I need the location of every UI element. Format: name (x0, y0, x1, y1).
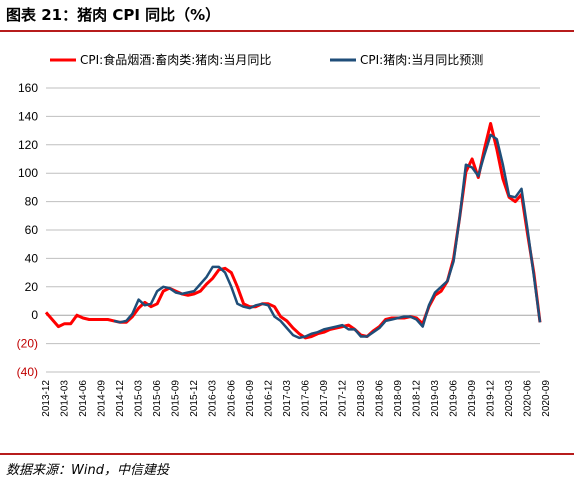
x-tick-label: 2016-12 (263, 380, 274, 417)
y-tick-label: 140 (18, 109, 38, 123)
x-tick-label: 2019-06 (449, 380, 460, 417)
legend-label-actual: CPI:食品烟酒:畜肉类:猪肉:当月同比 (80, 52, 271, 67)
y-tick-label: 120 (18, 138, 38, 152)
x-tick-label: 2017-06 (300, 380, 311, 417)
source-rule (0, 453, 574, 455)
x-tick-label: 2016-03 (208, 380, 219, 417)
x-tick-label: 2019-12 (486, 380, 497, 417)
figure-title: 图表 21：猪肉 CPI 同比（%） (6, 6, 221, 24)
y-tick-label: 100 (18, 166, 38, 180)
x-tick-label: 2014-06 (78, 380, 89, 417)
y-tick-label: 80 (25, 195, 39, 209)
title-rule (0, 30, 574, 32)
y-tick-label: (20) (17, 337, 38, 351)
series-lines (44, 122, 542, 340)
gridlines (46, 87, 540, 373)
x-tick-label: 2015-12 (189, 380, 200, 417)
line-chart: CPI:食品烟酒:畜肉类:猪肉:当月同比 CPI:猪肉:当月同比预测 160 14… (17, 52, 553, 417)
legend-label-forecast: CPI:猪肉:当月同比预测 (360, 53, 483, 67)
y-tick-label: 0 (31, 308, 38, 322)
x-tick-label: 2015-06 (152, 380, 163, 417)
y-tick-label: 40 (25, 251, 39, 265)
x-tick-label: 2018-12 (412, 380, 423, 417)
x-tick-label: 2019-09 (467, 380, 478, 417)
x-tick-label: 2015-09 (171, 380, 182, 417)
chart-legend: CPI:食品烟酒:畜肉类:猪肉:当月同比 CPI:猪肉:当月同比预测 (50, 52, 483, 67)
x-tick-label: 2019-03 (430, 380, 441, 417)
y-tick-label: (40) (17, 365, 38, 379)
x-tick-label: 2015-03 (134, 380, 145, 417)
y-tick-label: 20 (25, 280, 39, 294)
x-tick-label: 2016-09 (245, 380, 256, 417)
x-tick-label: 2020-03 (504, 380, 515, 417)
series-line-actual (44, 122, 542, 340)
y-tick-label: 60 (25, 223, 39, 237)
x-tick-label: 2018-03 (356, 380, 367, 417)
x-tick-label: 2018-06 (374, 380, 385, 417)
y-tick-label: 160 (18, 81, 38, 95)
x-tick-label: 2013-12 (41, 380, 52, 417)
x-tick-label: 2017-12 (337, 380, 348, 417)
source-note: 数据来源：Wind，中信建投 (6, 463, 169, 478)
x-tick-label: 2014-12 (115, 380, 126, 417)
series-line-forecast (113, 133, 542, 340)
x-tick-label: 2016-06 (226, 380, 237, 417)
x-tick-label: 2018-09 (393, 380, 404, 417)
y-axis-ticks: 160 140 120 100 80 60 40 20 0 (20) (40) (17, 81, 39, 379)
x-tick-label: 2020-09 (541, 380, 552, 417)
x-axis-ticks: 2013-12 2014-03 2014-06 2014-09 2014-12 2015-… (41, 380, 552, 417)
x-tick-label: 2020-06 (523, 380, 534, 417)
x-tick-label: 2017-09 (319, 380, 330, 417)
x-tick-label: 2017-03 (282, 380, 293, 417)
x-tick-label: 2014-03 (60, 380, 71, 417)
x-tick-label: 2014-09 (97, 380, 108, 417)
